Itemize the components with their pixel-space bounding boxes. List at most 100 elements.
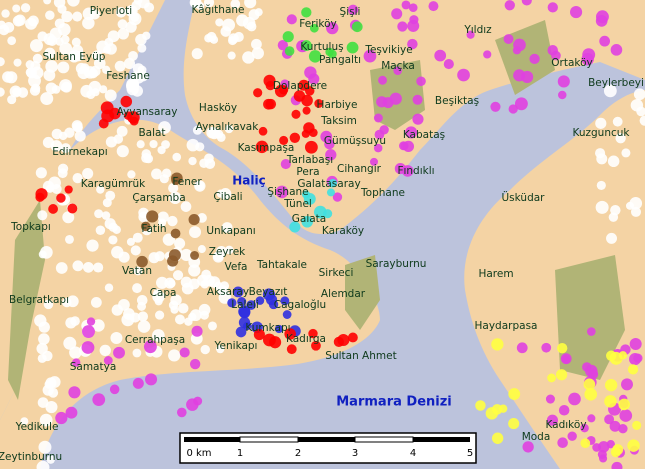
scale-label: 2: [295, 448, 301, 459]
dot: [46, 35, 58, 46]
place: Dolapdere: [273, 80, 327, 92]
place: Ayvansaray: [117, 106, 178, 118]
dot: [133, 0, 143, 5]
dot: [323, 209, 333, 219]
dot: [103, 45, 112, 54]
place: Tarlabaşı: [286, 154, 333, 166]
dot: [137, 43, 147, 53]
dot: [611, 461, 623, 469]
dot: [633, 88, 645, 101]
dot: [263, 98, 274, 110]
dot: [610, 44, 623, 56]
dot: [188, 312, 197, 322]
dot: [20, 3, 31, 13]
dot: [114, 60, 126, 72]
dot: [475, 400, 486, 411]
dot: [374, 129, 385, 140]
dot: [154, 251, 165, 262]
dot: [503, 34, 514, 45]
dot: [188, 264, 201, 277]
dot: [393, 66, 402, 75]
dot: [304, 66, 317, 79]
place: Yıldız: [463, 24, 492, 36]
place: Zeytinburnu: [0, 451, 62, 463]
dot: [167, 215, 178, 227]
dot: [216, 345, 225, 354]
dot: [568, 392, 581, 406]
dot: [64, 127, 75, 138]
dot: [235, 326, 247, 338]
dot: [40, 92, 54, 106]
dot: [253, 88, 263, 98]
dot: [141, 152, 152, 164]
dot: [60, 35, 70, 44]
dot: [389, 92, 402, 105]
dot: [108, 235, 118, 245]
dot: [151, 329, 165, 342]
dot: [117, 28, 130, 40]
dot: [251, 47, 264, 60]
dot: [45, 60, 58, 73]
dot: [251, 38, 262, 50]
dot: [179, 347, 190, 358]
dot: [68, 50, 81, 63]
dot: [137, 301, 147, 311]
dot: [172, 270, 184, 281]
dot: [302, 190, 311, 199]
dot: [136, 140, 145, 149]
dot: [514, 97, 528, 111]
dot: [346, 41, 359, 54]
dot: [609, 420, 621, 432]
dot: [67, 203, 78, 214]
dot: [56, 193, 66, 203]
dot: [238, 316, 251, 329]
dot: [599, 35, 611, 47]
dot: [311, 340, 321, 351]
dot: [363, 49, 377, 63]
dot: [604, 378, 618, 392]
dot: [130, 12, 140, 22]
dot: [123, 57, 136, 70]
dot: [199, 310, 209, 320]
place: Piyerloti: [90, 5, 132, 17]
dot: [107, 30, 120, 43]
dot: [580, 423, 589, 433]
dot: [541, 342, 552, 353]
dot: [206, 31, 217, 42]
dot: [275, 185, 289, 199]
dot: [180, 201, 192, 212]
dot: [168, 182, 179, 194]
dot: [116, 145, 129, 158]
dot: [82, 325, 95, 338]
dot: [38, 250, 47, 259]
place: Beşiktaş: [435, 95, 479, 107]
dot: [557, 437, 568, 448]
place: Kurtuluş: [300, 41, 343, 53]
dot: [200, 344, 210, 355]
dot: [169, 191, 182, 204]
dot: [38, 321, 50, 333]
dot: [443, 59, 454, 70]
dot: [599, 454, 608, 463]
dot: [45, 400, 58, 414]
dot: [609, 351, 623, 365]
dot: [172, 152, 182, 162]
dot: [195, 142, 205, 152]
dot: [38, 440, 52, 454]
place: Aynalıkavak: [196, 121, 260, 133]
dot: [255, 140, 269, 154]
dot: [612, 116, 623, 127]
dot: [555, 369, 568, 381]
dot: [208, 321, 217, 331]
dot: [25, 17, 38, 30]
dot: [504, 0, 515, 11]
dot: [598, 441, 610, 453]
dot: [291, 109, 301, 119]
dot: [93, 262, 104, 273]
dot: [516, 342, 528, 354]
dot: [81, 341, 95, 354]
dot: [190, 250, 200, 260]
dot: [308, 328, 318, 339]
place: Maçka: [381, 60, 415, 72]
place: Yenikapı: [214, 340, 258, 352]
